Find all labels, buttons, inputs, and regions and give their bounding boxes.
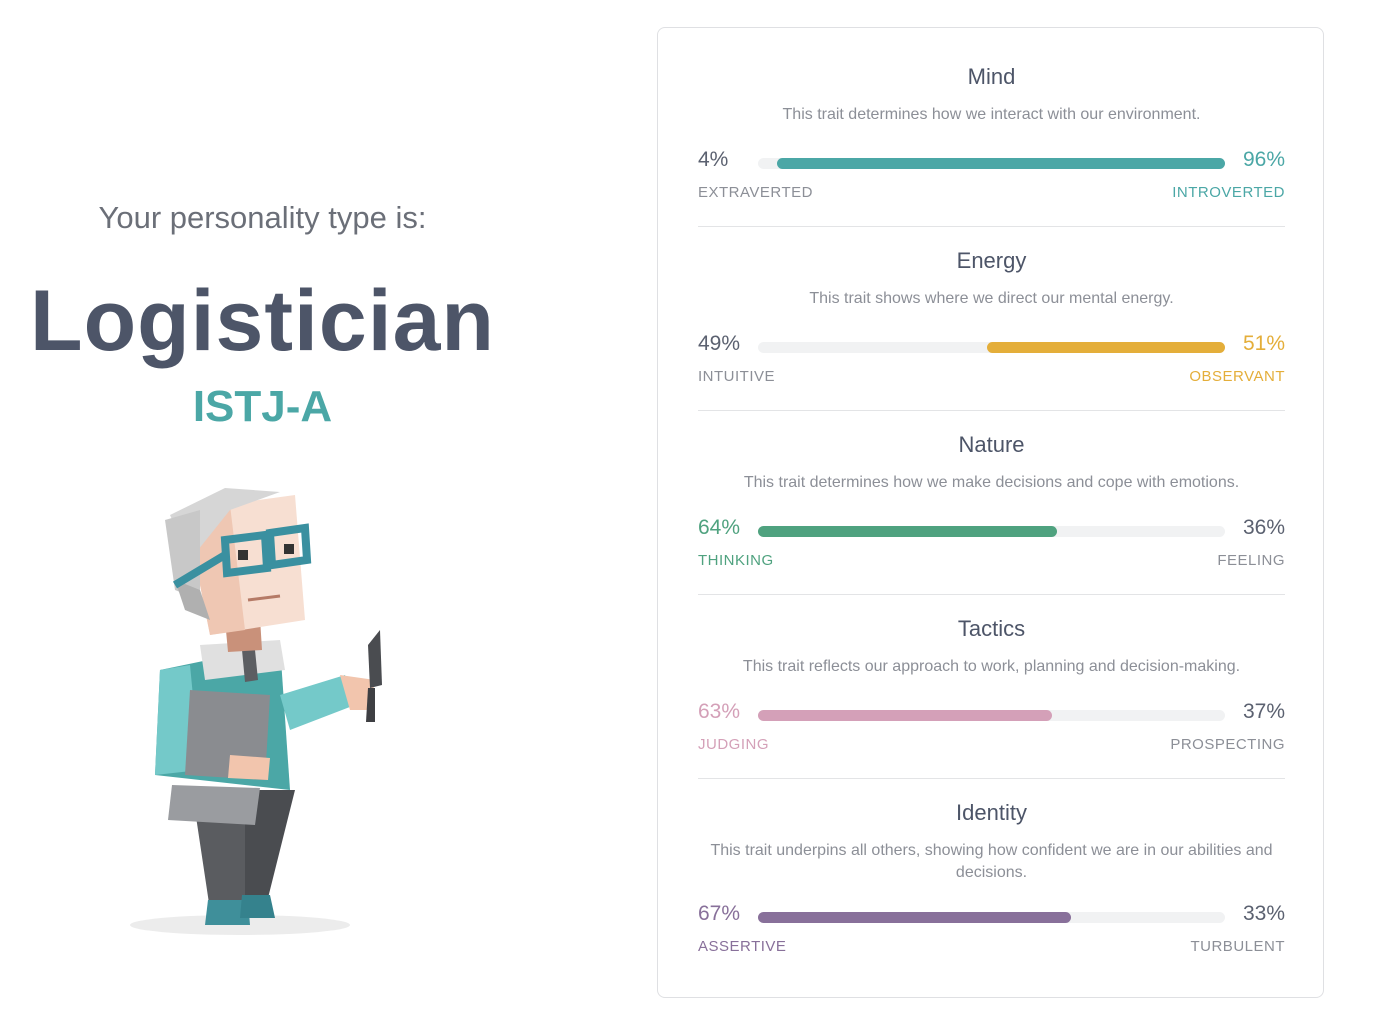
trait-bar-track xyxy=(758,158,1225,169)
trait-nature: Nature This trait determines how we make … xyxy=(698,432,1285,572)
trait-divider xyxy=(698,410,1285,411)
trait-bar-fill xyxy=(986,342,1225,353)
trait-divider xyxy=(698,778,1285,779)
trait-title: Nature xyxy=(958,432,1025,457)
trait-title: Identity xyxy=(956,800,1027,825)
trait-identity: Identity This trait underpins all others,… xyxy=(698,800,1285,958)
logistician-illustration xyxy=(130,488,382,935)
right-percentage: 33% xyxy=(1242,902,1285,925)
traits-card: Mind This trait determines how we interac… xyxy=(657,27,1324,998)
trait-tactics: Tactics This trait reflects our approach … xyxy=(698,616,1285,756)
trait-bar-fill xyxy=(776,158,1225,169)
trait-description: This trait reflects our approach to work… xyxy=(742,658,1241,675)
trait-bar-track xyxy=(758,912,1225,923)
right-label: INTROVERTED xyxy=(1172,184,1285,201)
left-percentage: 67% xyxy=(698,902,741,925)
right-percentage: 37% xyxy=(1242,700,1285,723)
right-percentage: 96% xyxy=(1242,148,1285,171)
trait-description: This trait shows where we direct our men… xyxy=(809,290,1174,307)
trait-bar-row: 67% 33% xyxy=(698,902,1285,932)
trait-title: Tactics xyxy=(957,616,1026,641)
left-percentage: 49% xyxy=(698,332,741,355)
right-percentage: 36% xyxy=(1242,516,1285,539)
trait-bar-row: 4% 96% xyxy=(698,148,1285,178)
trait-energy: Energy This trait shows where we direct o… xyxy=(698,248,1285,388)
trait-description: This trait determines how we make decisi… xyxy=(743,474,1240,491)
right-percentage: 51% xyxy=(1242,332,1285,355)
left-percentage: 4% xyxy=(698,148,729,171)
trait-divider xyxy=(698,594,1285,595)
left-label: INTUITIVE xyxy=(698,368,776,385)
right-label: OBSERVANT xyxy=(1189,368,1285,385)
left-label: JUDGING xyxy=(698,736,769,753)
trait-description: This trait underpins all others, showing… xyxy=(710,842,1273,881)
right-label: FEELING xyxy=(1217,552,1285,569)
trait-bar-row: 49% 51% xyxy=(698,332,1285,362)
trait-bar-track xyxy=(758,526,1225,537)
trait-label-row: INTUITIVE OBSERVANT xyxy=(698,368,1285,388)
left-label: ASSERTIVE xyxy=(698,938,787,955)
right-label: PROSPECTING xyxy=(1170,736,1285,753)
trait-label-row: JUDGING PROSPECTING xyxy=(698,736,1285,756)
trait-bar-row: 63% 37% xyxy=(698,700,1285,730)
trait-label-row: THINKING FEELING xyxy=(698,552,1285,572)
left-label: EXTRAVERTED xyxy=(698,184,813,201)
trait-bar-track xyxy=(758,710,1225,721)
personality-type-name: Logistician xyxy=(30,273,495,369)
trait-description: This trait determines how we interact wi… xyxy=(782,106,1201,123)
trait-bar-row: 64% 36% xyxy=(698,516,1285,546)
trait-mind: Mind This trait determines how we interac… xyxy=(698,64,1285,204)
right-label: TURBULENT xyxy=(1190,938,1285,955)
trait-bar-fill xyxy=(758,912,1071,923)
trait-divider xyxy=(698,226,1285,227)
left-percentage: 64% xyxy=(698,516,741,539)
trait-title: Energy xyxy=(956,248,1027,273)
trait-title: Mind xyxy=(967,64,1016,89)
trait-label-row: EXTRAVERTED INTROVERTED xyxy=(698,184,1285,204)
trait-bar-track xyxy=(758,342,1225,353)
intro-text: Your personality type is: xyxy=(98,200,427,235)
trait-bar-fill xyxy=(758,710,1053,721)
left-label: THINKING xyxy=(698,552,774,569)
trait-bar-fill xyxy=(758,526,1057,537)
left-percentage: 63% xyxy=(698,700,741,723)
trait-label-row: ASSERTIVE TURBULENT xyxy=(698,938,1285,958)
personality-type-code: ISTJ-A xyxy=(192,382,333,431)
